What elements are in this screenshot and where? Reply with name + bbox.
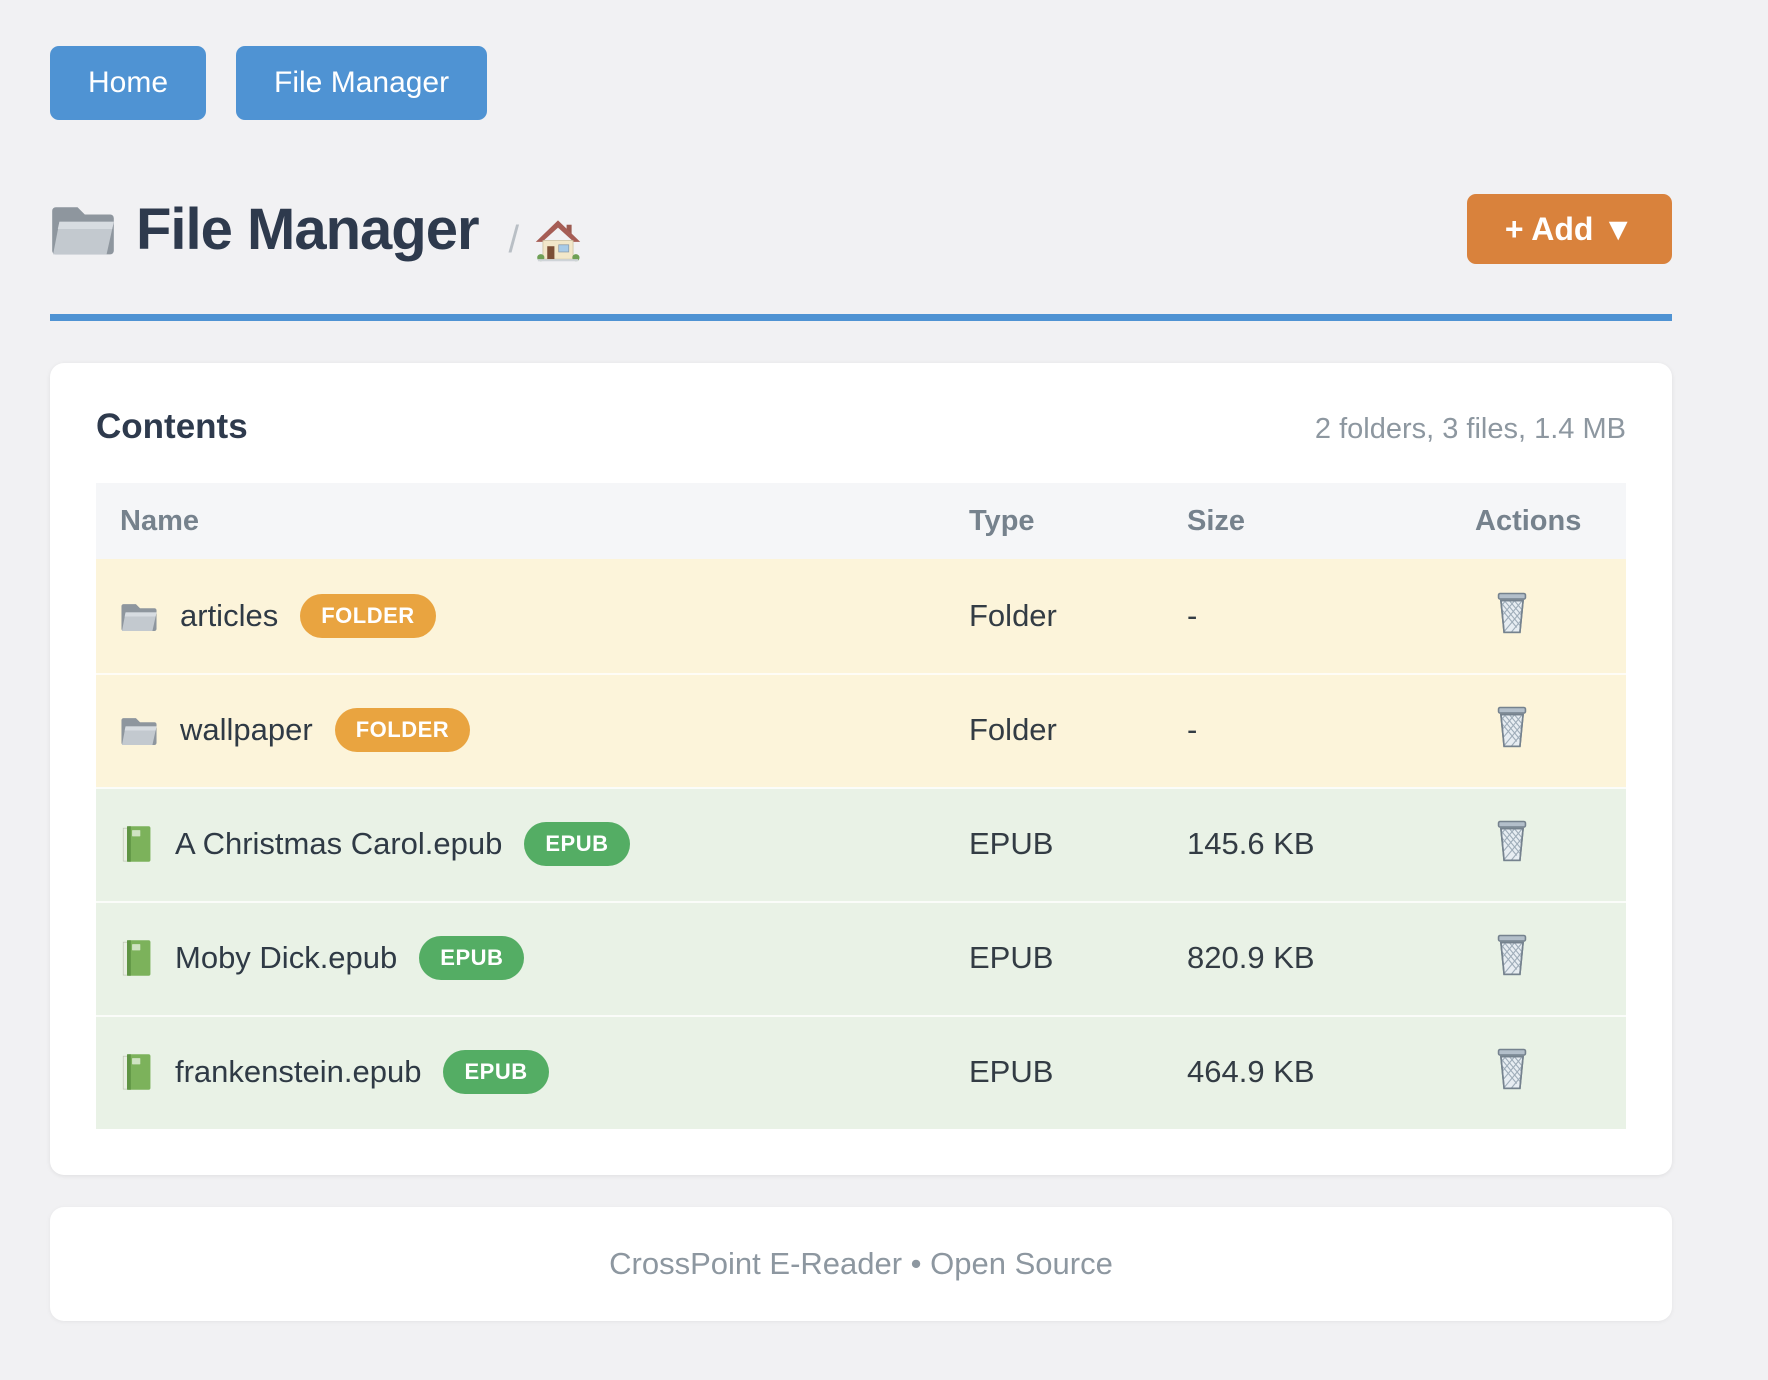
type-badge: EPUB (443, 1050, 549, 1094)
delete-button[interactable] (1493, 589, 1531, 636)
column-header-name: Name (120, 504, 199, 537)
type-badge: FOLDER (334, 708, 471, 752)
column-header-size: Size (1187, 504, 1246, 537)
book-icon (120, 825, 153, 863)
page: Home File Manager File Manager / (50, 0, 1672, 1321)
file-name: frankenstein.epub (175, 1054, 422, 1089)
size-cell: 820.9 KB (1187, 940, 1315, 975)
type-cell: EPUB (969, 1054, 1054, 1089)
folder-icon (120, 714, 158, 747)
header-rule (50, 314, 1672, 321)
nav-home-button[interactable]: Home (50, 46, 207, 120)
size-cell: 145.6 KB (1187, 826, 1315, 861)
table-header: Name Type Size Actions (96, 483, 1626, 559)
table-row[interactable]: Moby Dick.epub EPUB EPUB 820.9 KB (96, 901, 1626, 1015)
folder-icon (120, 600, 158, 633)
file-name: articles (180, 598, 279, 633)
name-cell: A Christmas Carol.epub EPUB (96, 822, 969, 866)
top-nav: Home File Manager (50, 0, 1672, 120)
actions-cell (1475, 817, 1626, 872)
book-icon (120, 1053, 153, 1091)
type-badge: FOLDER (300, 594, 436, 638)
name-cell: wallpaper FOLDER (96, 708, 969, 752)
actions-cell (1475, 703, 1626, 758)
title-group: File Manager / (50, 196, 1467, 263)
folder-icon (50, 200, 116, 258)
type-cell: Folder (969, 712, 1057, 747)
footer: CrossPoint E-Reader • Open Source (50, 1207, 1672, 1321)
type-cell: EPUB (969, 826, 1054, 861)
nav-file-manager-button[interactable]: File Manager (236, 46, 488, 120)
contents-card: Contents 2 folders, 3 files, 1.4 MB Name… (50, 363, 1672, 1175)
trash-icon (1493, 706, 1531, 753)
delete-button[interactable] (1493, 1045, 1531, 1092)
book-icon (120, 939, 153, 977)
contents-summary: 2 folders, 3 files, 1.4 MB (1314, 413, 1626, 445)
file-name: Moby Dick.epub (175, 940, 398, 975)
page-title: File Manager (136, 196, 480, 262)
file-name: A Christmas Carol.epub (175, 826, 503, 861)
delete-button[interactable] (1493, 931, 1531, 978)
file-name: wallpaper (180, 712, 313, 747)
actions-cell (1475, 589, 1626, 644)
footer-text: CrossPoint E-Reader • Open Source (609, 1246, 1113, 1281)
size-cell: - (1187, 598, 1198, 633)
card-title: Contents (96, 407, 248, 446)
table-row[interactable]: wallpaper FOLDER Folder - (96, 673, 1626, 787)
column-header-actions: Actions (1475, 504, 1582, 537)
type-cell: EPUB (969, 940, 1054, 975)
type-cell: Folder (969, 598, 1057, 633)
table-row[interactable]: frankenstein.epub EPUB EPUB 464.9 KB (96, 1015, 1626, 1129)
card-header: Contents 2 folders, 3 files, 1.4 MB (96, 407, 1626, 447)
name-cell: articles FOLDER (96, 594, 969, 638)
name-cell: frankenstein.epub EPUB (96, 1050, 969, 1094)
actions-cell (1475, 1045, 1626, 1100)
breadcrumb-separator: / (508, 218, 520, 261)
house-icon[interactable] (535, 219, 581, 262)
name-cell: Moby Dick.epub EPUB (96, 936, 969, 980)
delete-button[interactable] (1493, 817, 1531, 864)
actions-cell (1475, 931, 1626, 986)
table-body: articles FOLDER Folder - (96, 559, 1626, 1129)
size-cell: 464.9 KB (1187, 1054, 1315, 1089)
delete-button[interactable] (1493, 703, 1531, 750)
table-row[interactable]: articles FOLDER Folder - (96, 559, 1626, 673)
type-badge: EPUB (524, 822, 630, 866)
page-header: File Manager / + Add ▼ (50, 194, 1672, 264)
breadcrumb: / (509, 219, 582, 262)
table-row[interactable]: A Christmas Carol.epub EPUB EPUB 145.6 K… (96, 787, 1626, 901)
add-button[interactable]: + Add ▼ (1466, 194, 1672, 264)
size-cell: - (1187, 712, 1198, 747)
trash-icon (1493, 592, 1531, 639)
trash-icon (1493, 1048, 1531, 1095)
column-header-type: Type (969, 504, 1035, 537)
trash-icon (1493, 934, 1531, 981)
file-table: Name Type Size Actions (96, 483, 1626, 1129)
trash-icon (1493, 820, 1531, 867)
type-badge: EPUB (419, 936, 525, 980)
